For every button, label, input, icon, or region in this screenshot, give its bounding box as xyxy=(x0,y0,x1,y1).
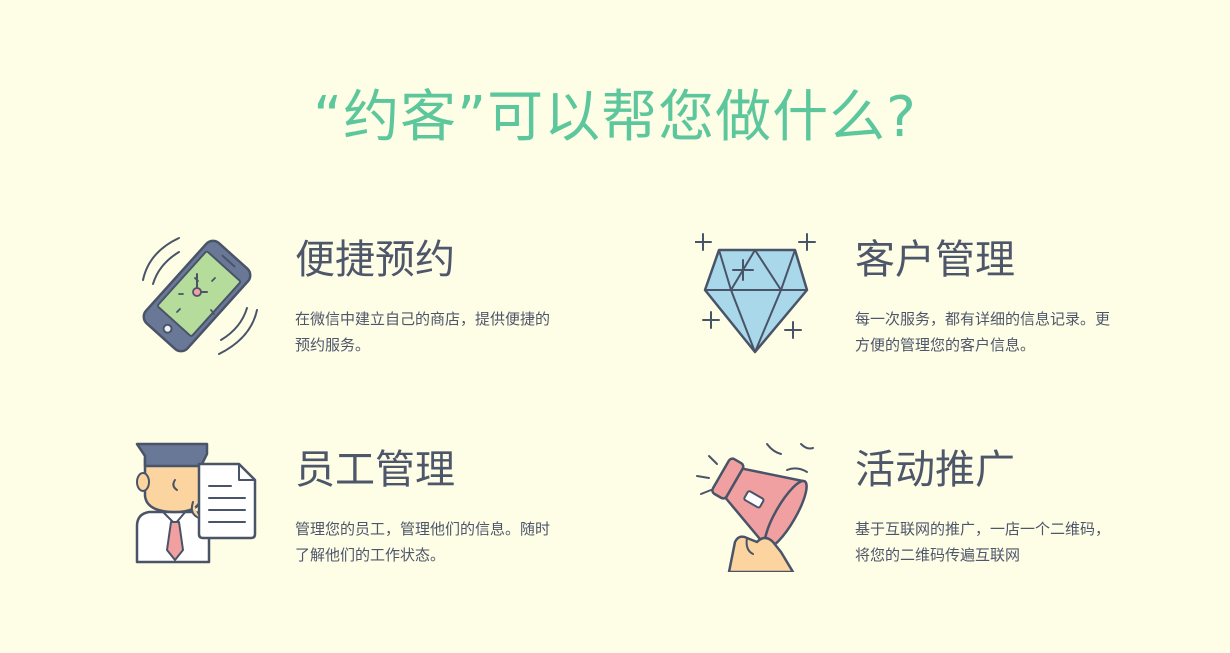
feature-title: 活动推广 xyxy=(855,447,1015,493)
feature-description: 每一次服务，都有详细的信息记录。更方便的管理您的客户信息。 xyxy=(855,310,1111,354)
feature-title: 客户管理 xyxy=(855,237,1015,283)
page-title: “约客”可以帮您做什么? xyxy=(313,85,917,150)
feature-staff-management: 员工管理 管理您的员工，管理他们的信息。随时了解他们的工作状态。 xyxy=(135,442,585,582)
feature-title: 便捷预约 xyxy=(295,237,455,283)
phone-clock-icon xyxy=(135,232,265,362)
feature-description: 基于互联网的推广，一店一个二维码，将您的二维码传遍互联网 xyxy=(855,520,1111,564)
megaphone-icon xyxy=(695,442,825,572)
feature-customer-management: 客户管理 每一次服务，都有详细的信息记录。更方便的管理您的客户信息。 xyxy=(695,232,1145,372)
feature-description: 在微信中建立自己的商店，提供便捷的预约服务。 xyxy=(295,310,551,354)
staff-document-icon xyxy=(135,442,265,572)
diamond-icon xyxy=(695,232,825,362)
feature-description: 管理您的员工，管理他们的信息。随时了解他们的工作状态。 xyxy=(295,520,551,564)
feature-promotion: 活动推广 基于互联网的推广，一店一个二维码，将您的二维码传遍互联网 xyxy=(695,442,1145,582)
feature-booking: 便捷预约 在微信中建立自己的商店，提供便捷的预约服务。 xyxy=(135,232,585,372)
feature-title: 员工管理 xyxy=(295,447,455,493)
